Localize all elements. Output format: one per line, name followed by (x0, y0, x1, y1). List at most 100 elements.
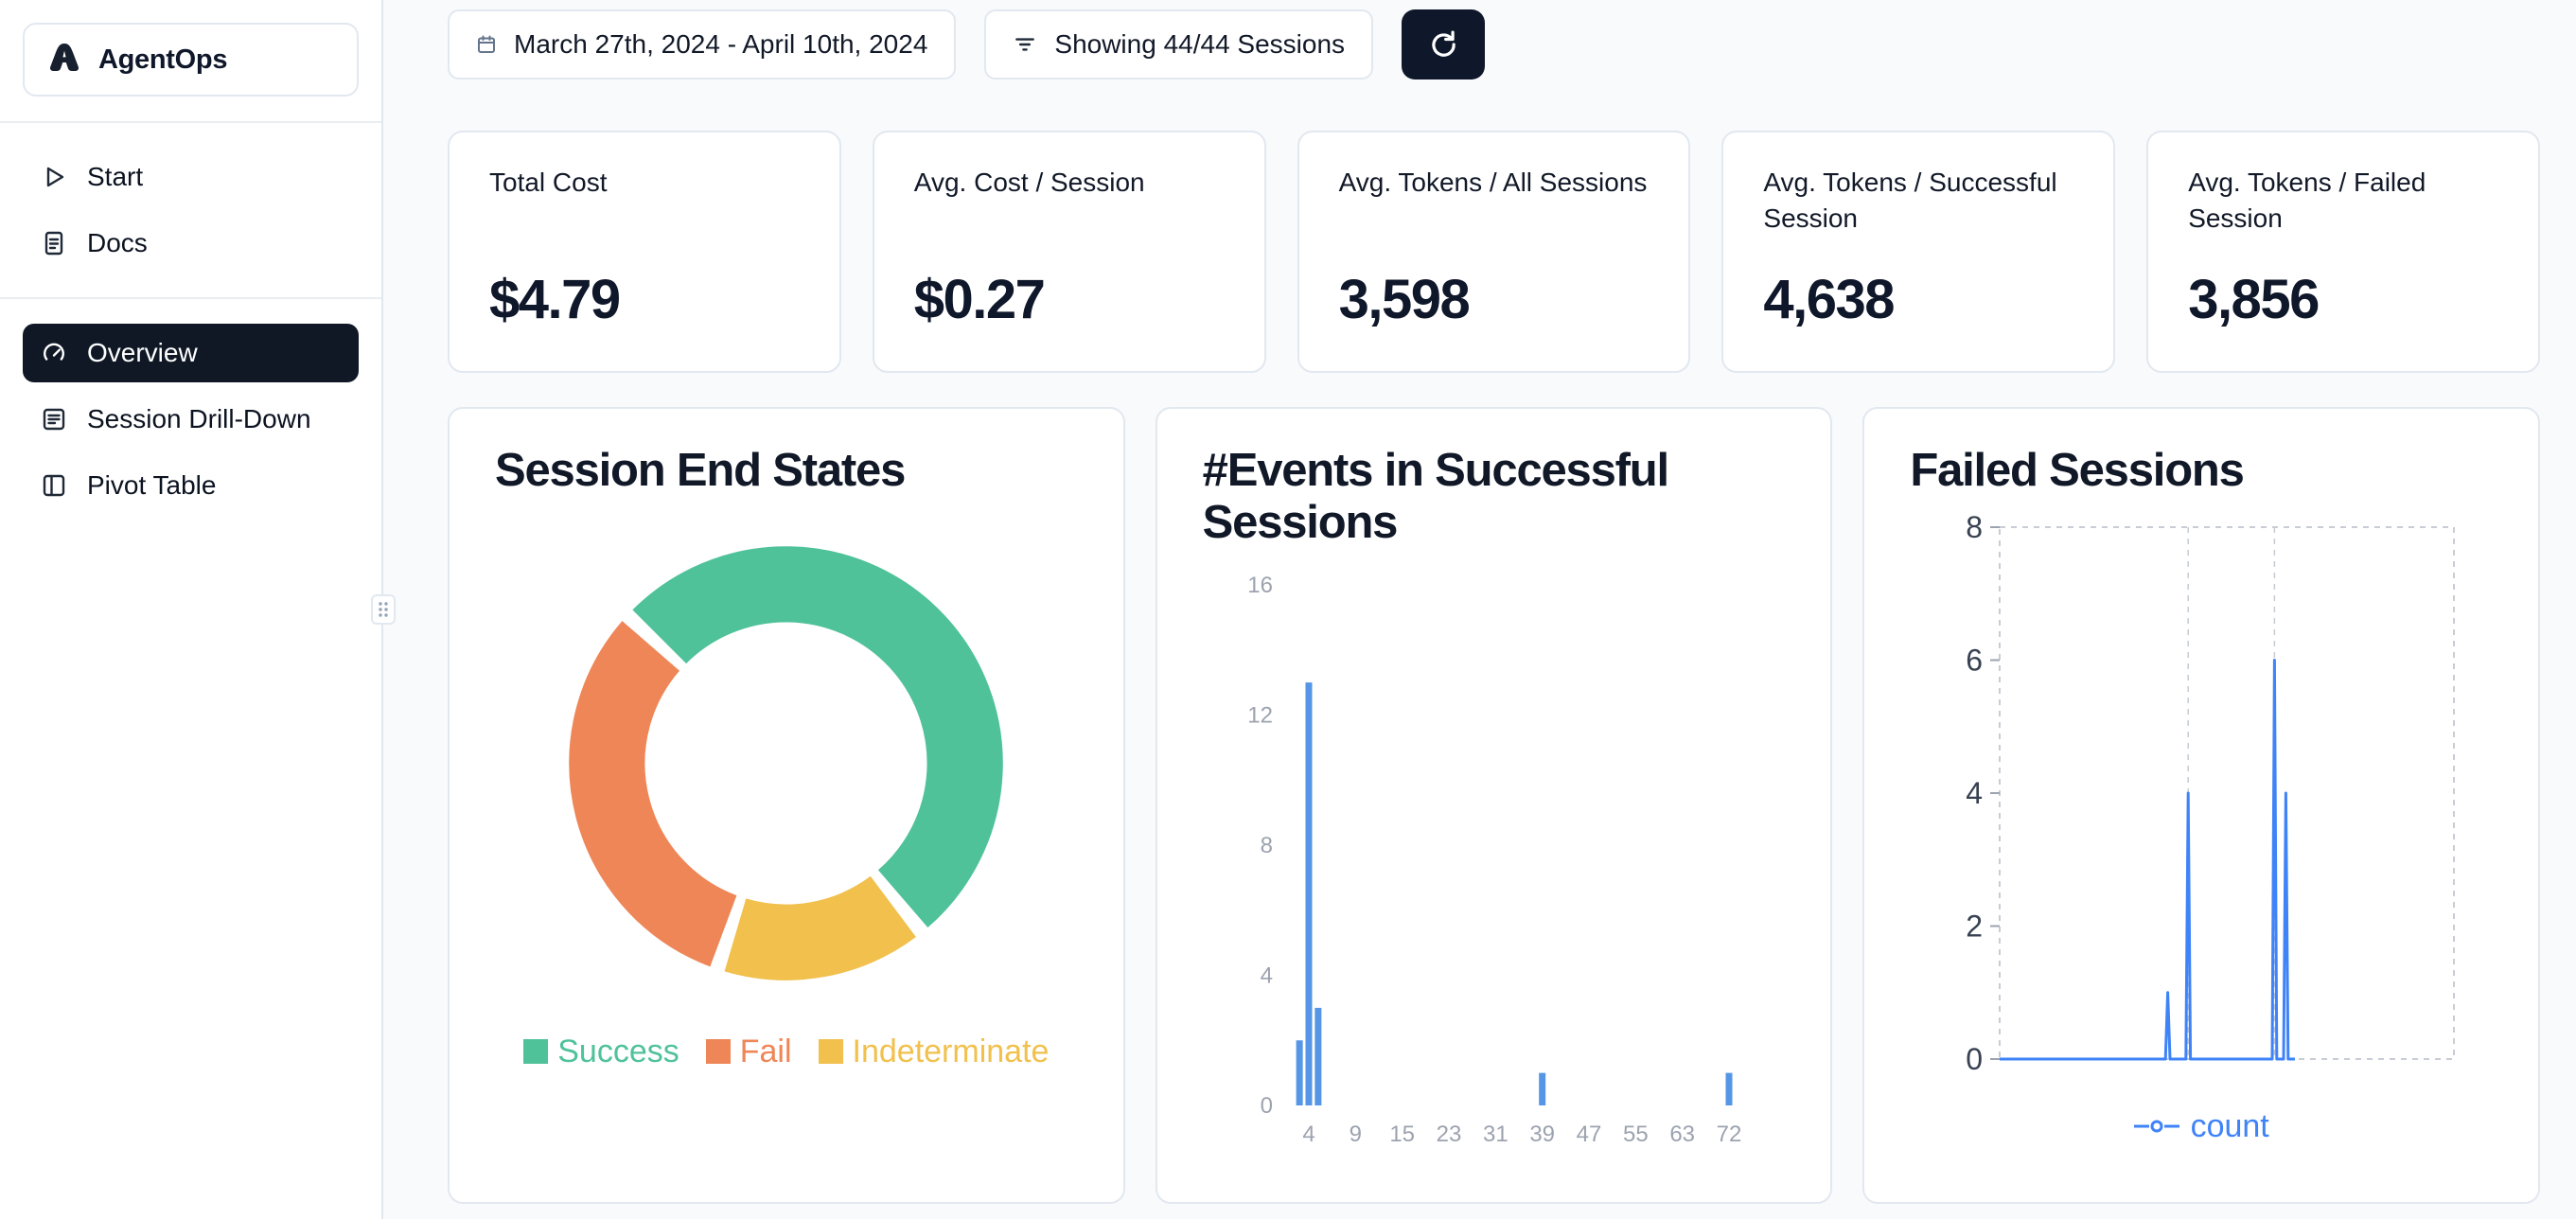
brand-card[interactable]: AgentOps (23, 23, 359, 97)
y-tick-label: 0 (1260, 1093, 1272, 1119)
x-tick-label: 55 (1623, 1122, 1649, 1147)
donut-legend: Success Fail Indeterminate (495, 1034, 1078, 1070)
bar-x4[interactable] (1305, 681, 1313, 1105)
sidebar-item-docs[interactable]: Docs (23, 214, 359, 273)
y-tick-label: 12 (1247, 702, 1273, 728)
sidebar-item-label: Overview (87, 338, 198, 367)
x-tick-label: 9 (1349, 1122, 1361, 1147)
x-tick-label: 39 (1529, 1122, 1555, 1147)
sidebar-divider (0, 121, 381, 123)
date-range-label: March 27th, 2024 - April 10th, 2024 (514, 29, 928, 59)
sidebar-divider (0, 297, 381, 299)
legend-swatch (523, 1039, 549, 1065)
session-filter-button[interactable]: Showing 44/44 Sessions (984, 9, 1374, 80)
drag-dots-icon (379, 602, 388, 617)
x-tick-label: 47 (1576, 1122, 1601, 1147)
bar-x72[interactable] (1725, 1072, 1733, 1105)
stat-card-total-cost: Total Cost $4.79 (448, 131, 841, 373)
y-tick-label: 4 (1260, 963, 1272, 988)
sidebar-main-nav: Overview Session Drill-Down (23, 324, 359, 515)
legend-swatch (705, 1039, 731, 1065)
stat-value: 3,856 (2188, 269, 2320, 330)
chart-card-events-histogram: #Events in Successful Sessions 0 4 8 12 16 4 9… (1155, 407, 1833, 1204)
stats-row: Total Cost $4.79 Avg. Cost / Session $0.… (448, 131, 2540, 373)
x-tick-label: 4 (1302, 1122, 1314, 1147)
sidebar-item-overview[interactable]: Overview (23, 324, 359, 382)
legend-swatch (818, 1039, 843, 1065)
gauge-icon (40, 339, 68, 367)
main-content: March 27th, 2024 - April 10th, 2024 Show… (383, 0, 2576, 1219)
failed-sessions-line-chart[interactable]: 0 2 4 6 8 (1910, 501, 2497, 1106)
sidebar-item-start[interactable]: Start (23, 148, 359, 206)
bar-x5[interactable] (1314, 1007, 1322, 1105)
topbar: March 27th, 2024 - April 10th, 2024 Show… (448, 9, 2540, 80)
sidebar-item-label: Docs (87, 228, 148, 257)
refresh-icon (1427, 28, 1459, 61)
stat-value: 3,598 (1338, 269, 1471, 330)
bar-x3[interactable] (1296, 1040, 1303, 1105)
chart-card-failed-sessions: Failed Sessions 0 2 4 6 8 count (1862, 407, 2541, 1204)
legend-item-success[interactable]: Success (523, 1034, 679, 1070)
stat-value: 4,638 (1763, 269, 1895, 330)
sidebar-item-label: Session Drill-Down (87, 404, 311, 433)
stat-value: $0.27 (913, 269, 1046, 330)
list-card-icon (40, 405, 68, 433)
stat-label: Avg. Tokens / Successful Session (1763, 168, 2057, 233)
y-tick-label: 2 (1967, 909, 1984, 943)
stat-value: $4.79 (489, 269, 621, 330)
donut-segment-success[interactable] (632, 546, 1004, 928)
x-tick-label: 63 (1669, 1122, 1695, 1147)
chart-title: Failed Sessions (1910, 445, 2245, 496)
legend-item-indeterminate[interactable]: Indeterminate (818, 1033, 1050, 1070)
y-tick-label: 6 (1967, 643, 1984, 677)
session-filter-label: Showing 44/44 Sessions (1054, 29, 1346, 59)
y-tick-label: 0 (1967, 1042, 1984, 1076)
legend-label: Fail (739, 1033, 792, 1069)
stat-label: Avg. Tokens / All Sessions (1338, 168, 1648, 197)
legend-item-fail[interactable]: Fail (705, 1033, 792, 1070)
calendar-icon (476, 34, 497, 55)
stat-card-avg-tokens-failed: Avg. Tokens / Failed Session 3,856 (2146, 131, 2540, 373)
stat-card-avg-cost-session: Avg. Cost / Session $0.27 (872, 131, 1266, 373)
stat-label: Total Cost (489, 168, 608, 197)
charts-row: Session End States Success Fail Indetermin… (448, 407, 2541, 1219)
sidebar-top-nav: Start Docs (23, 148, 359, 273)
donut-segment-indeterminate[interactable] (724, 875, 917, 980)
legend-label: Indeterminate (852, 1033, 1050, 1069)
stat-card-avg-tokens-successful: Avg. Tokens / Successful Session 4,638 (1721, 131, 2116, 373)
sidebar-item-label: Pivot Table (87, 470, 217, 500)
donut-wrap (495, 510, 1078, 1016)
sidebar: AgentOps Start Docs (0, 0, 383, 1219)
session-end-states-donut-chart[interactable] (533, 510, 1039, 1016)
line-marker-icon (2133, 1120, 2179, 1133)
date-range-button[interactable]: March 27th, 2024 - April 10th, 2024 (448, 9, 957, 80)
plot-border (1999, 526, 2456, 1060)
sidebar-item-pivot-table[interactable]: Pivot Table (23, 456, 359, 515)
donut-segment-fail[interactable] (569, 620, 738, 967)
brand-name: AgentOps (98, 44, 228, 75)
chart-title: #Events in Successful Sessions (1202, 445, 1669, 548)
stat-label: Avg. Tokens / Failed Session (2188, 168, 2426, 233)
events-bar-chart[interactable]: 0 4 8 12 16 4 9 15 23 31 39 47 55 63 72 (1203, 556, 1790, 1162)
y-tick-label: 8 (1967, 510, 1984, 544)
count-legend[interactable]: count (1910, 1108, 2493, 1145)
agentops-logo-icon (45, 39, 83, 81)
play-icon (40, 163, 68, 191)
sidebar-item-session-drill-down[interactable]: Session Drill-Down (23, 390, 359, 449)
stat-card-avg-tokens-all: Avg. Tokens / All Sessions 3,598 (1297, 131, 1691, 373)
table-icon (40, 471, 68, 500)
sidebar-resize-handle[interactable] (371, 594, 396, 625)
y-tick-label: 8 (1260, 833, 1272, 858)
stat-label: Avg. Cost / Session (913, 168, 1145, 197)
count-line[interactable] (2000, 658, 2296, 1061)
chart-title: Session End States (495, 445, 906, 496)
chart-card-session-end-states: Session End States Success Fail Indetermin… (448, 407, 1125, 1204)
filter-lines-icon (1013, 32, 1037, 57)
bar-x39[interactable] (1538, 1072, 1545, 1105)
sidebar-item-label: Start (87, 162, 144, 191)
document-icon (40, 229, 68, 257)
y-tick-label: 16 (1247, 573, 1273, 598)
legend-label: Success (557, 1033, 679, 1069)
refresh-button[interactable] (1402, 9, 1486, 80)
